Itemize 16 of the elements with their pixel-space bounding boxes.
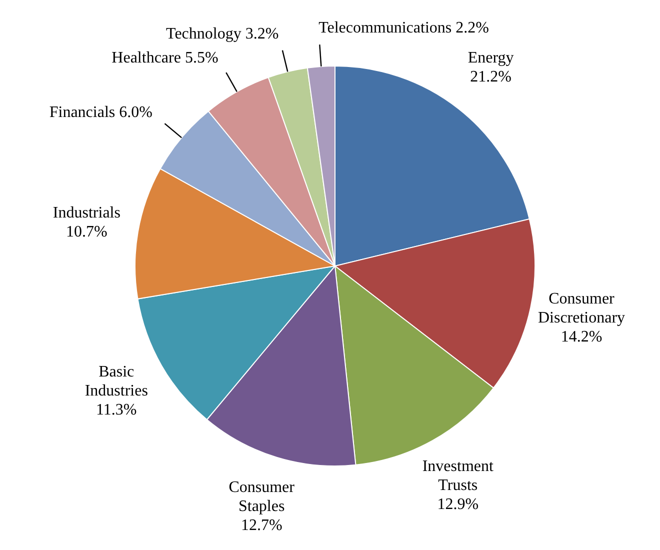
data-label: 11.3% bbox=[96, 400, 137, 418]
slice-label: Telecommunications 2.2% bbox=[318, 19, 489, 36]
slice-label: Energy bbox=[468, 49, 514, 66]
slice-label: Investment Trusts bbox=[422, 458, 494, 494]
slice-label: Consumer Discretionary bbox=[538, 290, 626, 326]
data-label: 12.7% bbox=[240, 516, 282, 534]
slice-label: Financials 6.0% bbox=[49, 104, 152, 121]
slice-label: Industrials bbox=[52, 204, 120, 222]
slice-label: Technology 3.2% bbox=[166, 25, 279, 42]
data-label: 10.7% bbox=[66, 223, 108, 240]
slice-label: Basic Industries bbox=[84, 362, 148, 399]
slice-label: Healthcare 5.5% bbox=[112, 49, 218, 66]
data-label: 21.2% bbox=[470, 68, 512, 86]
slice-label: Consumer Staples bbox=[228, 478, 296, 515]
data-label: 12.9% bbox=[437, 496, 479, 513]
data-label: 14.2% bbox=[560, 328, 602, 345]
